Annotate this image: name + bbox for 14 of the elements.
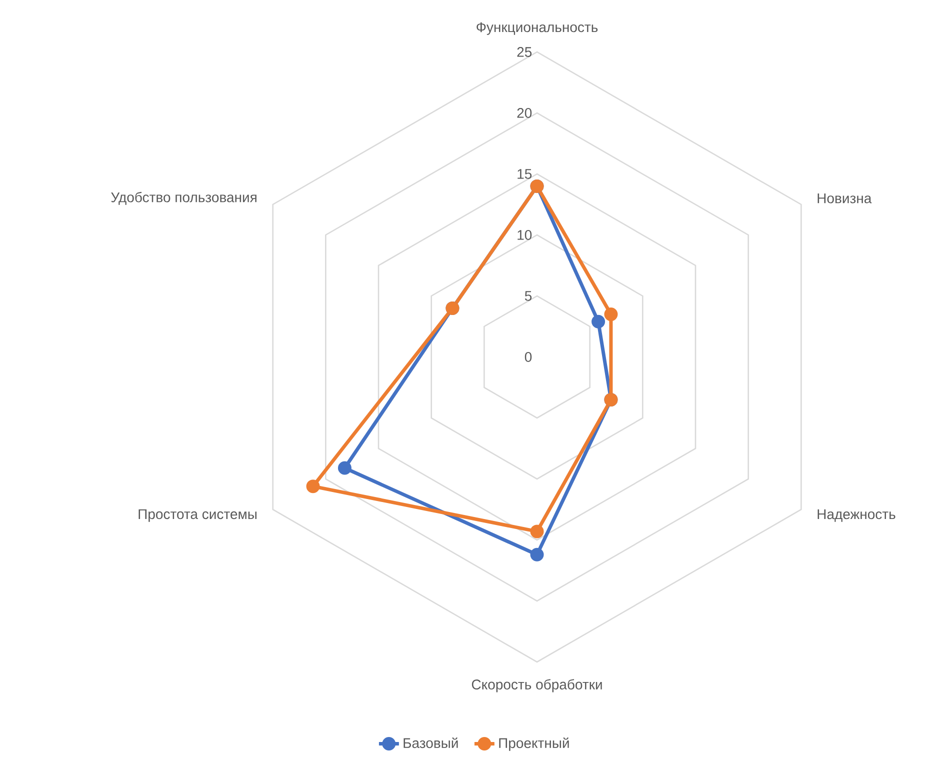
spoke-label: Новизна bbox=[818, 194, 872, 204]
spoke-label: Скорость обработки bbox=[472, 679, 602, 692]
legend-label: Базовый bbox=[404, 738, 458, 748]
spoke-label: Удобство пользования bbox=[111, 192, 256, 205]
spoke-label: Функциональность bbox=[476, 22, 598, 35]
y-tick-label: 5 bbox=[524, 291, 532, 301]
y-tick-label: 15 bbox=[518, 169, 532, 179]
y-tick-label: 0 bbox=[524, 352, 532, 362]
y-tick-label: 10 bbox=[518, 230, 532, 240]
spoke-label: Простота системы bbox=[138, 509, 256, 522]
spoke-label: Надежность bbox=[818, 509, 896, 522]
legend-label: Проектный bbox=[499, 738, 569, 751]
y-tick-label: 25 bbox=[517, 47, 532, 57]
y-tick-label: 20 bbox=[517, 108, 532, 118]
